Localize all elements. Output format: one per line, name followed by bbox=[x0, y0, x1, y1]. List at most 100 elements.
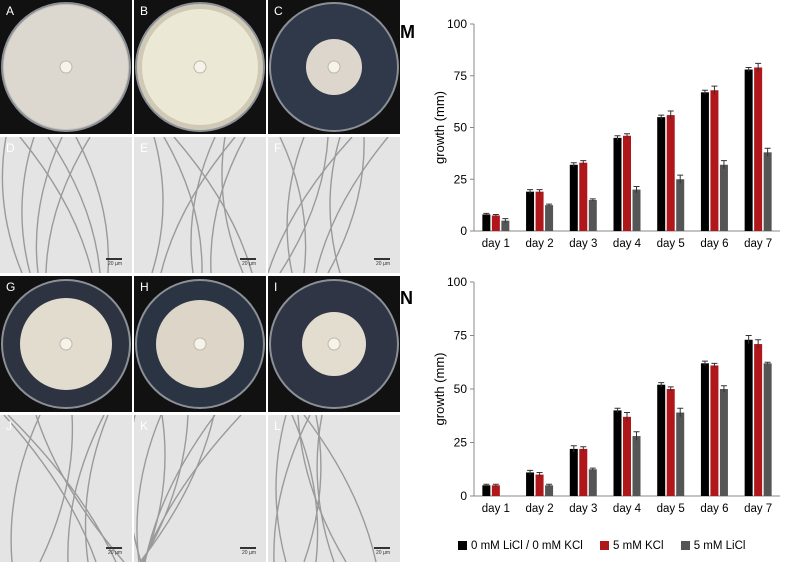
panel-letter: D bbox=[6, 141, 15, 155]
legend-label: 0 mM LiCl / 0 mM KCl bbox=[471, 540, 583, 552]
panel-letter: E bbox=[140, 141, 149, 155]
legend-label: 5 mM KCl bbox=[613, 540, 664, 552]
photo-drawing bbox=[1, 137, 110, 273]
error-bar bbox=[633, 431, 640, 441]
error-bar bbox=[589, 467, 596, 471]
inoculum-plug bbox=[327, 337, 341, 351]
micrograph-photo: J 20 µm bbox=[0, 415, 132, 562]
micrograph-photo: F 20 µm bbox=[268, 137, 400, 273]
hypha bbox=[291, 415, 319, 562]
bar bbox=[613, 137, 622, 231]
bar bbox=[545, 485, 554, 496]
error-bar bbox=[546, 483, 553, 487]
petri-plate-photo: B bbox=[134, 0, 266, 134]
legend-swatch bbox=[600, 541, 610, 550]
hypha bbox=[279, 137, 329, 273]
error-bar bbox=[701, 89, 708, 95]
bar bbox=[676, 179, 685, 231]
panel-letter: C bbox=[274, 4, 283, 18]
petri-plate-photo: A bbox=[0, 0, 132, 134]
photo-drawing bbox=[3, 415, 125, 562]
bar bbox=[666, 389, 675, 496]
hypha bbox=[75, 137, 110, 273]
photo-drawing bbox=[1, 279, 131, 409]
bar bbox=[754, 344, 763, 496]
legend-swatch bbox=[458, 541, 467, 550]
bar bbox=[535, 474, 544, 496]
inoculum-plug bbox=[193, 337, 207, 351]
x-tick-label: day 7 bbox=[744, 238, 772, 250]
bar bbox=[588, 199, 597, 231]
y-tick-label: 0 bbox=[460, 489, 467, 503]
inoculum-plug bbox=[193, 60, 207, 74]
x-tick-label: day 1 bbox=[482, 503, 510, 515]
photo-drawing bbox=[273, 415, 377, 562]
bar bbox=[623, 135, 631, 231]
hypha bbox=[10, 415, 41, 562]
legend-item-3: 5 mM LiCl bbox=[680, 540, 745, 552]
hypha bbox=[47, 137, 101, 273]
petri-plate-photo: C bbox=[268, 0, 400, 134]
scale-bar bbox=[374, 258, 390, 260]
petri-plate-photo: I bbox=[268, 276, 400, 412]
error-bar bbox=[624, 133, 630, 138]
bar bbox=[579, 162, 588, 231]
hypha bbox=[143, 415, 166, 562]
hypha bbox=[144, 415, 216, 562]
y-tick-label: 75 bbox=[454, 69, 468, 83]
bar bbox=[579, 448, 588, 496]
error-bar bbox=[492, 213, 499, 217]
y-tick-label: 50 bbox=[454, 382, 468, 396]
photo-drawing bbox=[151, 137, 253, 273]
scale-bar bbox=[374, 547, 390, 549]
error-bar bbox=[527, 189, 534, 194]
bar bbox=[657, 117, 666, 231]
error-bar bbox=[492, 483, 499, 487]
petri-plate-photo: G bbox=[0, 276, 132, 412]
y-tick-label: 100 bbox=[447, 275, 467, 289]
chart-n-svg: 0 25 50 75 100 growth (mm) day 1 day 2 day 3 day … bbox=[432, 275, 780, 515]
bar bbox=[482, 214, 491, 231]
inoculum-plug bbox=[59, 60, 73, 74]
error-bar bbox=[745, 66, 752, 72]
x-tick-label: day 4 bbox=[613, 238, 642, 250]
bar bbox=[657, 384, 666, 496]
y-tick-label: 0 bbox=[460, 224, 467, 238]
scale-label: 20 µm bbox=[376, 261, 390, 267]
error-bar bbox=[527, 469, 534, 475]
photo-drawing bbox=[135, 279, 265, 409]
bar bbox=[719, 164, 728, 231]
inoculum-plug bbox=[327, 60, 341, 74]
error-bar bbox=[677, 174, 684, 184]
bar bbox=[501, 220, 510, 231]
error-bar bbox=[546, 203, 553, 207]
y-tick-label: 25 bbox=[454, 172, 468, 186]
x-tick-label: day 2 bbox=[526, 503, 554, 515]
error-bar bbox=[764, 147, 771, 157]
error-bar bbox=[614, 407, 621, 413]
bar bbox=[700, 92, 709, 231]
hypha bbox=[7, 415, 117, 562]
scale-label: 20 µm bbox=[242, 261, 256, 267]
bar bbox=[482, 485, 491, 496]
scale-bar bbox=[106, 547, 122, 549]
error-bar bbox=[720, 160, 727, 169]
x-tick-label: day 3 bbox=[569, 503, 597, 515]
scale-label: 20 µm bbox=[108, 550, 122, 556]
hypha bbox=[3, 415, 97, 562]
error-bar bbox=[570, 162, 577, 167]
hypha bbox=[279, 137, 307, 273]
y-tick-label: 100 bbox=[447, 17, 467, 31]
bar bbox=[632, 436, 641, 496]
x-tick-label: day 7 bbox=[744, 503, 772, 515]
error-bar bbox=[658, 114, 665, 120]
micrograph-photo: L 20 µm bbox=[268, 415, 400, 562]
error-bar bbox=[711, 362, 718, 368]
scale-label: 20 µm bbox=[108, 261, 122, 267]
error-bar bbox=[570, 445, 577, 453]
hypha bbox=[221, 137, 244, 273]
hypha bbox=[316, 415, 335, 562]
bar bbox=[710, 90, 719, 232]
inoculum-plug bbox=[59, 337, 73, 351]
error-bar bbox=[483, 483, 490, 487]
